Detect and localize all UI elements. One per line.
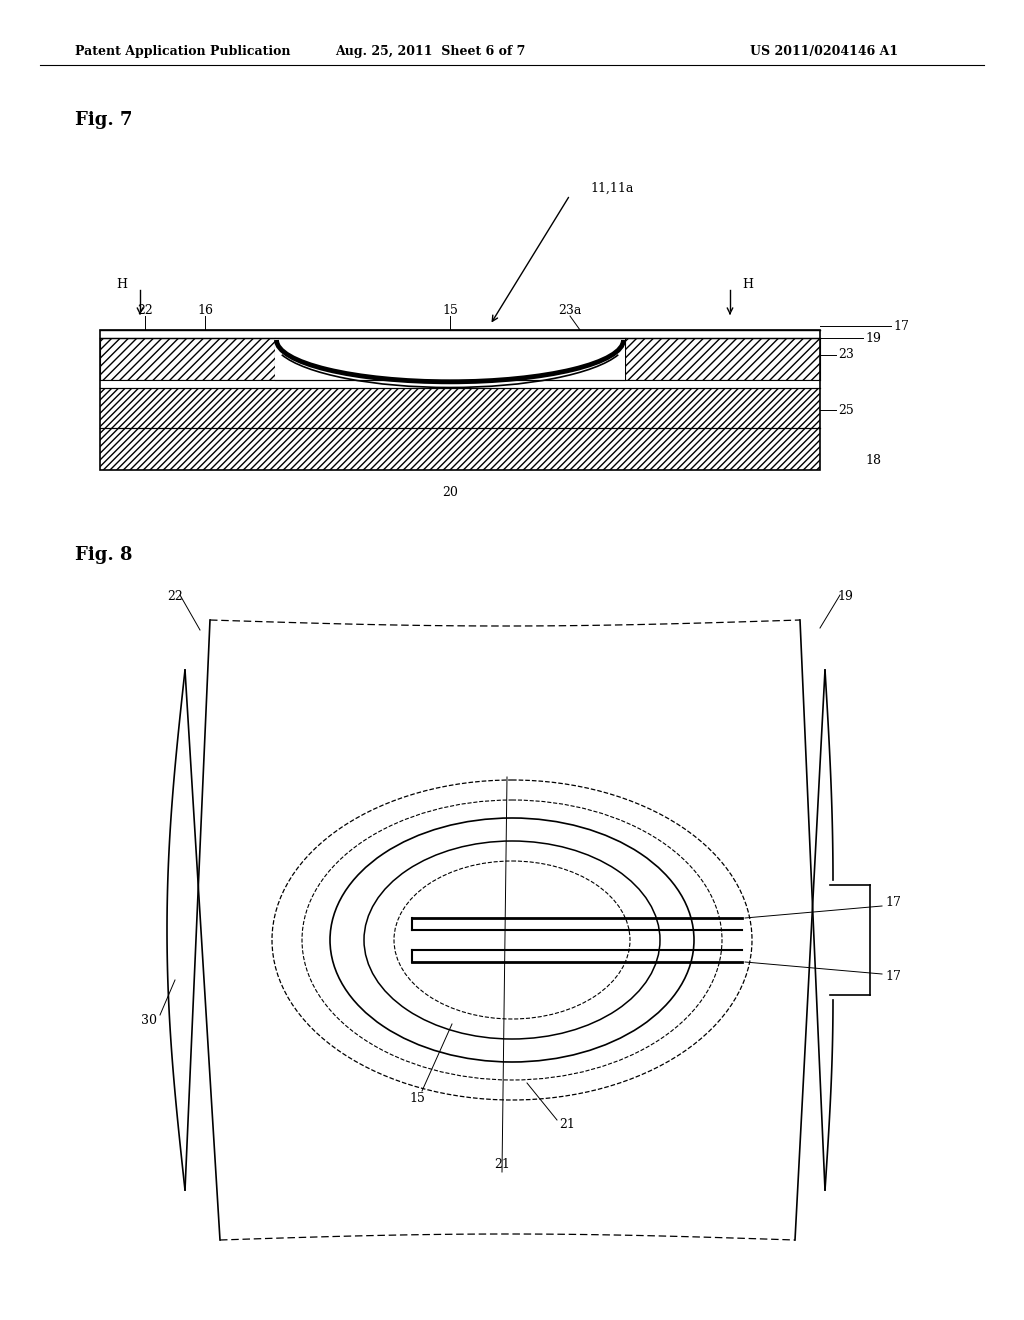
Text: 21: 21 [442, 363, 458, 376]
Text: 18: 18 [865, 454, 881, 466]
Text: 23a: 23a [558, 304, 582, 317]
Text: 30: 30 [141, 1014, 157, 1027]
Text: 25: 25 [838, 404, 854, 417]
Text: 17: 17 [885, 896, 901, 909]
Text: H: H [117, 279, 128, 292]
Text: 23: 23 [838, 348, 854, 362]
Bar [100, 428, 820, 470]
Bar [100, 388, 820, 428]
Bar [100, 380, 820, 388]
Text: 16: 16 [197, 304, 213, 317]
Text: Fig. 8: Fig. 8 [75, 546, 132, 564]
Text: 15: 15 [409, 1093, 425, 1106]
Bar [275, 338, 625, 380]
Text: H: H [742, 279, 754, 292]
Text: 15: 15 [442, 304, 458, 317]
Bar [100, 330, 820, 470]
Text: 17: 17 [893, 319, 909, 333]
Text: Aug. 25, 2011  Sheet 6 of 7: Aug. 25, 2011 Sheet 6 of 7 [335, 45, 525, 58]
Text: 21: 21 [559, 1118, 574, 1131]
Text: Fig. 7: Fig. 7 [75, 111, 132, 129]
Text: 22: 22 [137, 304, 153, 317]
Text: 11,11a: 11,11a [590, 181, 634, 194]
Text: 19: 19 [837, 590, 853, 603]
Bar [100, 338, 275, 380]
Text: 21: 21 [494, 1159, 510, 1172]
Bar [100, 330, 820, 338]
Text: Patent Application Publication: Patent Application Publication [75, 45, 291, 58]
Text: 20: 20 [442, 486, 458, 499]
Text: US 2011/0204146 A1: US 2011/0204146 A1 [750, 45, 898, 58]
Bar [625, 338, 820, 380]
Text: 19: 19 [865, 331, 881, 345]
Text: 22: 22 [167, 590, 183, 603]
Text: 17: 17 [885, 970, 901, 983]
